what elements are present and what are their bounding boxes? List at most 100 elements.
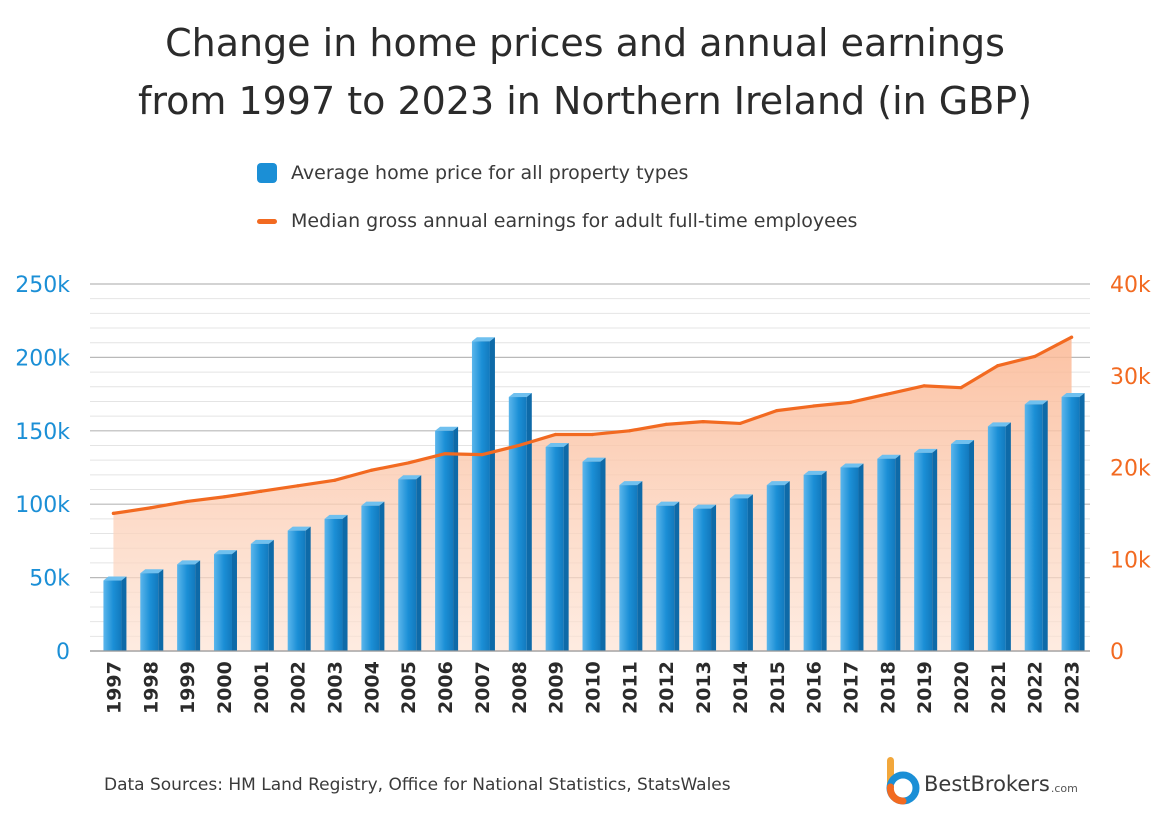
bar-top-face — [471, 337, 495, 342]
earnings-point-2019 — [922, 384, 926, 388]
earnings-point-2009 — [554, 432, 558, 437]
earnings-point-2010 — [590, 432, 595, 437]
bar-top-face — [619, 481, 643, 486]
bar-top-face — [1024, 400, 1048, 405]
earnings-point-2013 — [701, 420, 705, 424]
x-tick-label-2014: 2014 — [730, 661, 752, 714]
earnings-point-2018 — [885, 392, 889, 396]
bar-front-face — [840, 467, 859, 651]
bar-front-face — [508, 397, 527, 651]
chart-title-line-2: from 1997 to 2023 in Northern Ireland (i… — [137, 79, 1033, 123]
bar-side-face — [342, 514, 348, 651]
bar-side-face — [969, 440, 975, 651]
bar-2010 — [582, 457, 606, 651]
bar-front-face — [582, 461, 601, 651]
bar-2008 — [508, 393, 532, 651]
bar-1999 — [177, 560, 201, 651]
x-tick-label-2019: 2019 — [914, 661, 936, 714]
bar-side-face — [600, 457, 606, 651]
x-tick-label-2022: 2022 — [1025, 661, 1047, 714]
bar-top-face — [987, 422, 1011, 427]
x-tick-label-2015: 2015 — [767, 661, 789, 714]
bar-front-face — [766, 485, 785, 651]
bar-side-face — [1079, 393, 1085, 651]
bar-top-face — [361, 501, 385, 506]
bar-side-face — [453, 426, 459, 651]
y-left-tick-label: 100k — [15, 493, 70, 518]
bar-side-face — [637, 481, 643, 651]
bar-side-face — [1042, 400, 1048, 651]
bar-front-face — [103, 580, 122, 651]
earnings-point-2015 — [775, 409, 779, 413]
y-right-tick-label: 30k — [1110, 365, 1151, 390]
legend-item-earnings: Median gross annual earnings for adult f… — [257, 206, 857, 236]
bar-2019 — [914, 448, 938, 651]
logo-name: BestBrokers — [924, 772, 1050, 796]
legend-label-earnings: Median gross annual earnings for adult f… — [291, 210, 858, 232]
legend-label-home-price: Average home price for all property type… — [291, 162, 689, 184]
logo-domain: .com — [1050, 781, 1078, 795]
bar-side-face — [195, 560, 201, 651]
y-right-tick-label: 20k — [1110, 457, 1151, 482]
earnings-point-2003 — [332, 478, 337, 482]
bar-2005 — [398, 475, 422, 651]
bar-top-face — [951, 440, 975, 445]
earnings-point-1999 — [185, 499, 189, 504]
bar-side-face — [231, 550, 237, 651]
y-right-tick-label: 10k — [1110, 548, 1151, 573]
bar-2018 — [877, 454, 901, 651]
bestbrokers-logo: BestBrokers .com — [884, 755, 1078, 805]
earnings-point-2021 — [996, 364, 1000, 368]
bar-front-face — [213, 554, 232, 651]
bar-2012 — [656, 501, 680, 651]
bar-top-face — [324, 514, 348, 519]
bar-top-face — [508, 393, 532, 398]
bar-front-face — [803, 474, 822, 651]
earnings-point-2008 — [517, 443, 521, 448]
x-tick-label-2018: 2018 — [877, 661, 899, 714]
bar-top-face — [729, 494, 753, 499]
bar-2015 — [766, 481, 790, 651]
bar-2002 — [287, 526, 311, 651]
bar-side-face — [526, 393, 532, 651]
x-tick-label-2000: 2000 — [214, 661, 236, 714]
earnings-point-2011 — [627, 429, 631, 433]
bar-front-face — [987, 426, 1006, 651]
bar-2006 — [435, 426, 459, 651]
x-tick-label-2004: 2004 — [361, 661, 383, 714]
bar-top-face — [877, 454, 901, 459]
bar-front-face — [914, 452, 933, 651]
earnings-point-1998 — [148, 506, 152, 510]
y-left-tick-label: 50k — [29, 567, 70, 592]
x-tick-label-1999: 1999 — [177, 661, 199, 714]
bar-top-face — [103, 576, 127, 581]
bar-front-face — [656, 505, 675, 651]
bar-front-face — [471, 341, 490, 651]
x-tick-label-1998: 1998 — [140, 661, 162, 714]
x-tick-label-2008: 2008 — [509, 661, 531, 714]
x-tick-label-2007: 2007 — [472, 661, 494, 714]
earnings-point-2020 — [959, 386, 963, 390]
bar-front-face — [951, 444, 970, 651]
bar-front-face — [324, 518, 343, 651]
bar-2004 — [361, 501, 385, 651]
bar-top-face — [287, 526, 311, 531]
legend-swatch-bar — [257, 163, 277, 183]
bar-front-face — [361, 505, 380, 651]
bar-side-face — [489, 337, 495, 651]
y-left-tick-label: 250k — [15, 273, 70, 298]
bar-front-face — [177, 564, 196, 651]
bar-front-face — [435, 430, 454, 651]
x-tick-label-2009: 2009 — [546, 661, 568, 714]
earnings-point-2000 — [222, 495, 226, 499]
chart-title-line-1: Change in home prices and annual earning… — [165, 21, 1005, 65]
bar-front-face — [1024, 404, 1043, 651]
bar-2003 — [324, 514, 348, 651]
earnings-point-2016 — [812, 404, 816, 408]
bar-side-face — [416, 475, 422, 651]
y-right-tick-label: 0 — [1110, 640, 1124, 665]
bar-front-face — [729, 498, 748, 651]
y-right-tick-label: 40k — [1110, 273, 1151, 298]
